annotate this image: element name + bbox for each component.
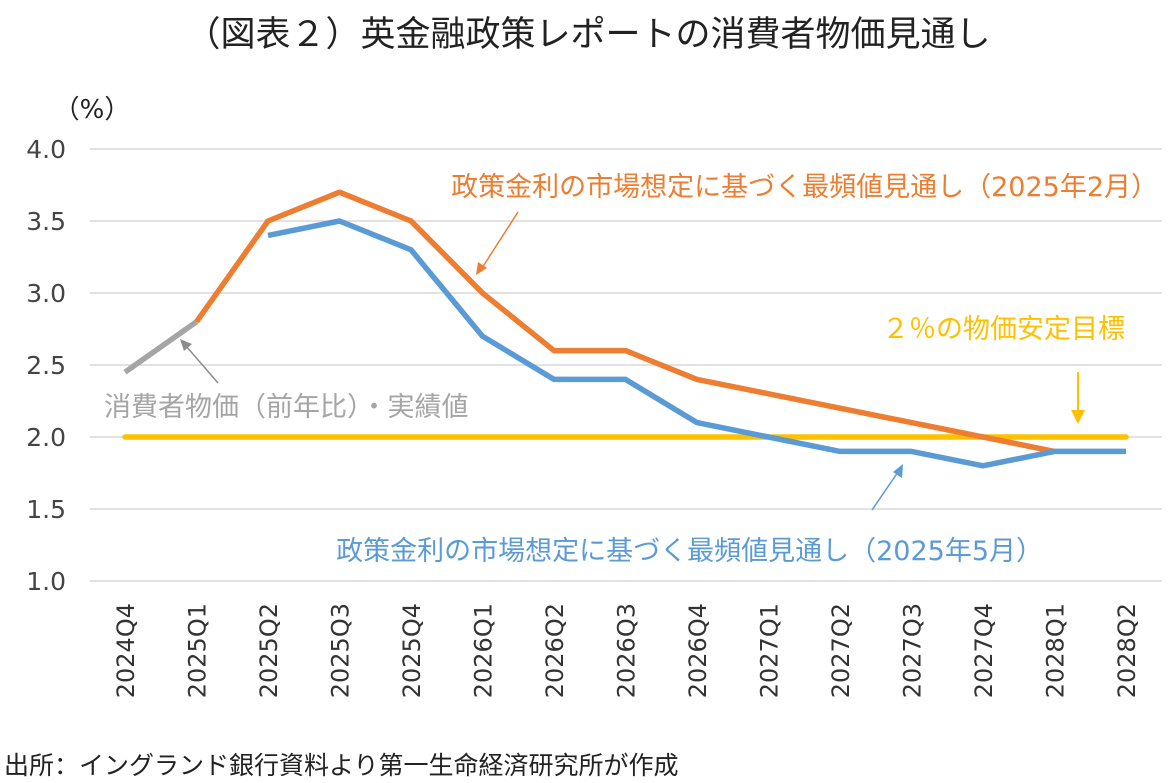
y-tick-label: 3.0 xyxy=(26,279,66,308)
x-tick-label: 2027Q2 xyxy=(827,603,855,698)
x-tick-label: 2027Q4 xyxy=(970,603,998,698)
series-label-may: 政策金利の市場想定に基づく最頻値見通し（2025年5月） xyxy=(336,536,1043,567)
grid-lines xyxy=(90,148,1162,582)
x-tick-label: 2026Q1 xyxy=(470,603,498,698)
series-label-feb: 政策金利の市場想定に基づく最頻値見通し（2025年2月） xyxy=(451,172,1158,203)
annotations: 政策金利の市場想定に基づく最頻値見通し（2025年2月） 政策金利の市場想定に基づ… xyxy=(104,172,1158,567)
arrow-may xyxy=(871,471,899,511)
chart-title: （図表２）英金融政策レポートの消費者物価見通し xyxy=(185,15,991,55)
arrow-head-feb xyxy=(476,262,487,275)
arrow-actual xyxy=(185,345,219,384)
series-lines xyxy=(122,189,1129,469)
y-tick-label: 2.0 xyxy=(26,423,66,452)
series-line-1 xyxy=(194,189,1056,455)
y-axis-unit-label: （%） xyxy=(54,95,131,125)
x-tick-label: 2028Q2 xyxy=(1113,603,1141,698)
y-axis-ticks: 1.0 1.5 2.0 2.5 3.0 3.5 4.0 xyxy=(26,135,66,596)
x-tick-label: 2027Q3 xyxy=(899,603,927,698)
x-tick-label: 2027Q1 xyxy=(756,603,784,698)
series-line-2 xyxy=(267,218,1126,469)
x-tick-label: 2026Q4 xyxy=(684,603,712,698)
x-tick-label: 2026Q2 xyxy=(541,603,569,698)
x-tick-label: 2024Q4 xyxy=(112,603,140,698)
series-line-0 xyxy=(123,319,199,375)
y-tick-label: 2.5 xyxy=(26,351,66,380)
x-tick-label: 2028Q1 xyxy=(1042,603,1070,698)
series-label-actual: 消費者物価（前年比）・実績値 xyxy=(104,392,469,423)
series-label-target: ２％の物価安定目標 xyxy=(882,314,1125,345)
arrow-head-may xyxy=(893,464,903,478)
arrow-head-actual xyxy=(180,339,192,351)
x-tick-label: 2026Q3 xyxy=(613,603,641,698)
y-tick-label: 1.0 xyxy=(26,567,66,596)
x-axis-ticks: 2024Q4 2025Q1 2025Q2 2025Q3 2025Q4 2026Q1 2026… xyxy=(112,603,1141,698)
arrow-head-target xyxy=(1071,410,1085,424)
y-tick-label: 3.5 xyxy=(26,207,66,236)
x-tick-label: 2025Q2 xyxy=(255,603,283,698)
x-tick-label: 2025Q3 xyxy=(327,603,355,698)
x-tick-label: 2025Q1 xyxy=(184,603,212,698)
arrow-feb xyxy=(481,211,519,269)
source-note: 出所：イングランド銀行資料より第一生命経済研究所が作成 xyxy=(4,751,679,780)
y-tick-label: 4.0 xyxy=(26,135,66,164)
y-tick-label: 1.5 xyxy=(26,495,66,524)
x-tick-label: 2025Q4 xyxy=(398,603,426,698)
